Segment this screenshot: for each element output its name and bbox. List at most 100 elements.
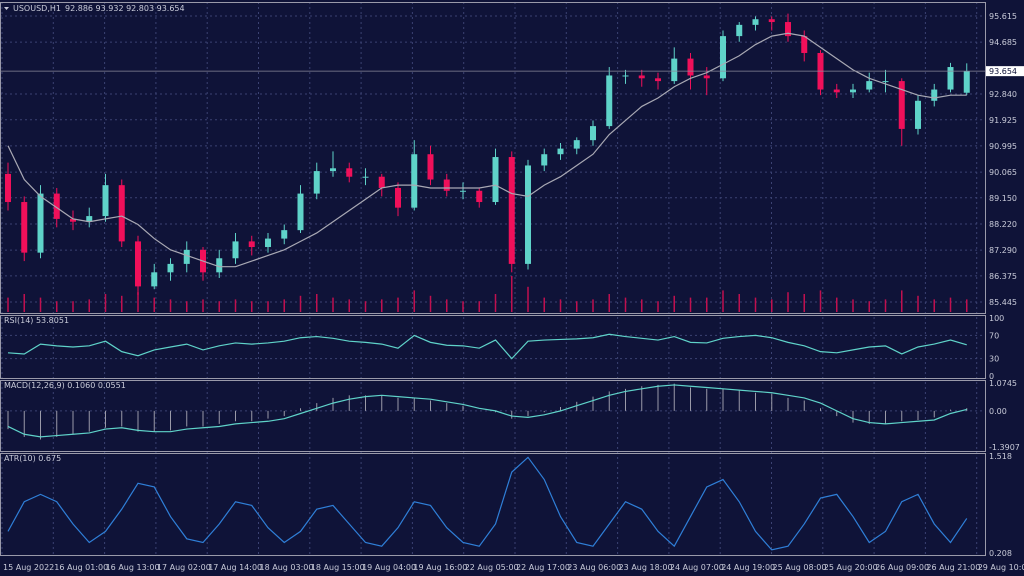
bear-candle: [70, 218, 76, 222]
bull-candle: [947, 67, 954, 90]
bear-candle: [476, 190, 483, 203]
bear-candle: [768, 19, 775, 23]
macd-title: MACD(12,26,9) 0.1060 0.0551: [4, 381, 126, 390]
bear-candle: [248, 241, 255, 248]
y-tick-label: 87.290: [989, 246, 1017, 255]
bear-candle: [443, 179, 450, 191]
bear-candle: [785, 22, 791, 37]
bear-candle: [427, 154, 434, 180]
bull-candle: [151, 272, 158, 287]
bull-candle: [622, 75, 629, 77]
macd-panel: [7, 383, 968, 440]
bull-candle: [590, 126, 596, 141]
bull-candle: [183, 249, 190, 264]
panel-border: [0, 380, 986, 452]
bull-candle: [362, 176, 369, 178]
bull-candle: [915, 100, 921, 129]
bear-candle: [508, 157, 515, 264]
collapse-triangle-icon[interactable]: [4, 7, 9, 10]
x-tick-label: 16 Aug 01:00: [54, 563, 108, 572]
bull-candle: [86, 216, 93, 222]
bear-candle: [53, 193, 60, 219]
bear-candle: [703, 75, 710, 79]
x-tick-label: 16 Aug 13:00: [106, 563, 160, 572]
bull-candle: [297, 193, 304, 231]
bear-candle: [833, 89, 840, 93]
x-tick-label: 25 Aug 08:00: [773, 563, 827, 572]
y-tick-label: 0: [989, 372, 994, 381]
x-tick-label: 26 Aug 21:00: [926, 563, 980, 572]
y-tick-label: 70: [989, 331, 999, 340]
bull-candle: [752, 19, 759, 25]
y-tick-label: 94.685: [989, 38, 1017, 47]
x-tick-label: 22 Aug 17:00: [516, 563, 570, 572]
bull-candle: [573, 140, 580, 149]
bull-candle: [882, 81, 889, 83]
bear-candle: [5, 173, 11, 203]
y-tick-label: 89.150: [989, 194, 1017, 203]
bull-candle: [736, 24, 743, 37]
volume-bars: [7, 276, 968, 312]
y-tick-label: 30: [989, 355, 999, 364]
macd-signal-line: [7, 384, 967, 438]
y-tick-label: 0.208: [989, 549, 1012, 558]
bull-candle: [720, 36, 726, 79]
y-tick-label: 90.995: [989, 142, 1017, 151]
candles: [5, 13, 970, 295]
bull-candle: [866, 81, 873, 90]
y-tick-label: 88.220: [989, 220, 1017, 229]
bear-candle: [118, 185, 125, 242]
bull-candle: [850, 89, 856, 93]
x-tick-label: 23 Aug 18:00: [619, 563, 673, 572]
bull-candle: [232, 241, 239, 259]
bear-candle: [638, 75, 645, 79]
bull-candle: [931, 89, 938, 101]
bull-candle: [330, 168, 336, 172]
bear-candle: [395, 187, 401, 208]
y-tick-label: 0.00: [989, 407, 1007, 416]
bull-candle: [37, 193, 44, 253]
bull-candle: [411, 154, 418, 208]
atr-title: ATR(10) 0.675: [4, 454, 61, 463]
bull-candle: [281, 230, 288, 239]
bull-candle: [265, 238, 271, 248]
bull-candle: [167, 263, 174, 273]
x-tick-label: 17 Aug 14:00: [208, 563, 262, 572]
bull-candle: [492, 157, 499, 203]
x-tick-label: 17 Aug 02:00: [157, 563, 211, 572]
bull-candle: [606, 75, 613, 127]
bull-candle: [313, 171, 320, 194]
x-tick-label: 19 Aug 16:00: [413, 563, 467, 572]
atr-line: [7, 456, 968, 551]
bear-candle: [655, 78, 661, 82]
x-tick-label: 24 Aug 19:00: [721, 563, 775, 572]
rsi-panel: [7, 333, 967, 360]
bear-candle: [135, 241, 141, 287]
y-tick-label: 86.375: [989, 272, 1017, 281]
bull-candle: [525, 165, 531, 264]
bull-candle: [671, 58, 678, 82]
bear-candle: [687, 58, 694, 76]
atr-panel: [7, 456, 968, 551]
y-tick-label: 92.840: [989, 90, 1017, 99]
bear-candle: [898, 81, 905, 129]
x-tick-label: 22 Aug 05:00: [465, 563, 519, 572]
ohlc-label: 92.886 93.932 92.803 93.654: [65, 4, 185, 13]
bull-candle: [557, 148, 564, 155]
y-tick-label: -1.3907: [989, 443, 1020, 452]
y-tick-label: 1.518: [989, 452, 1012, 461]
bull-candle: [216, 258, 223, 273]
bear-candle: [801, 36, 808, 53]
moving-average: [7, 32, 967, 268]
panel-border: [0, 2, 986, 314]
bear-candle: [21, 202, 28, 253]
x-tick-label: 18 Aug 15:00: [311, 563, 365, 572]
x-tick-label: 29 Aug 10:00: [978, 563, 1024, 572]
bear-candle: [346, 168, 353, 177]
x-tick-label: 15 Aug 2022: [3, 563, 54, 572]
bull-candle: [541, 154, 548, 166]
x-tick-label: 25 Aug 20:00: [824, 563, 878, 572]
